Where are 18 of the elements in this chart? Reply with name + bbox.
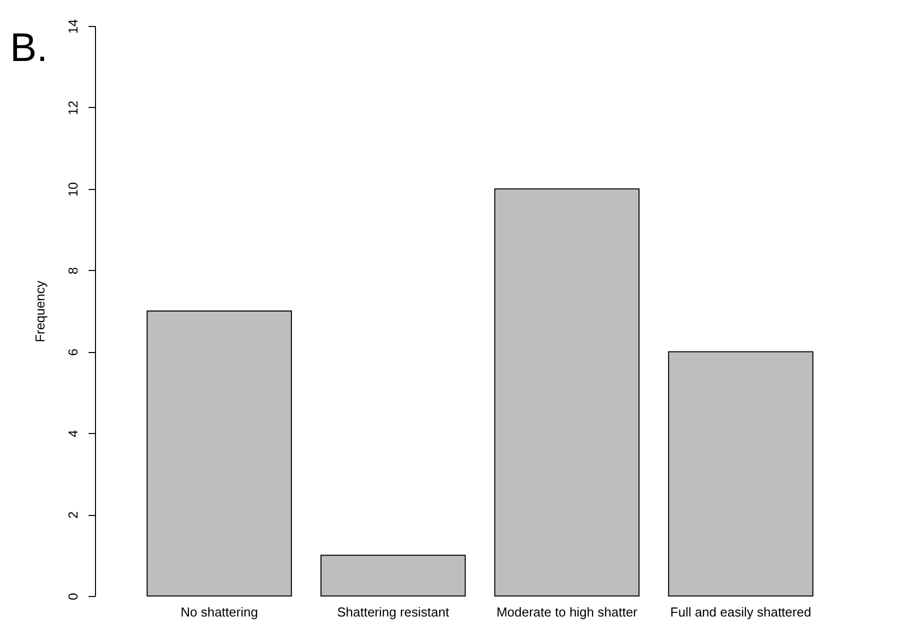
y-tick-label: 6 [66, 348, 80, 356]
bar [146, 310, 292, 596]
y-tick-label: 0 [66, 592, 80, 600]
y-tick-label: 10 [66, 182, 80, 197]
y-tick-label: 8 [66, 267, 80, 274]
chart-title: B. [10, 26, 48, 70]
y-axis-title: Frequency [32, 280, 48, 342]
y-tick-label: 14 [66, 19, 80, 34]
x-tick-label: Shattering resistant [337, 604, 450, 620]
y-tick-label: 2 [66, 511, 80, 519]
y-tick-label: 4 [66, 430, 80, 438]
x-tick-label: Moderate to high shatter [496, 604, 638, 620]
x-tick-label: No shattering [180, 604, 258, 620]
y-tick-label: 12 [66, 100, 80, 116]
bar [320, 554, 466, 596]
bar [494, 188, 640, 596]
x-tick-label: Full and easily shattered [670, 604, 812, 620]
bar [668, 351, 814, 596]
